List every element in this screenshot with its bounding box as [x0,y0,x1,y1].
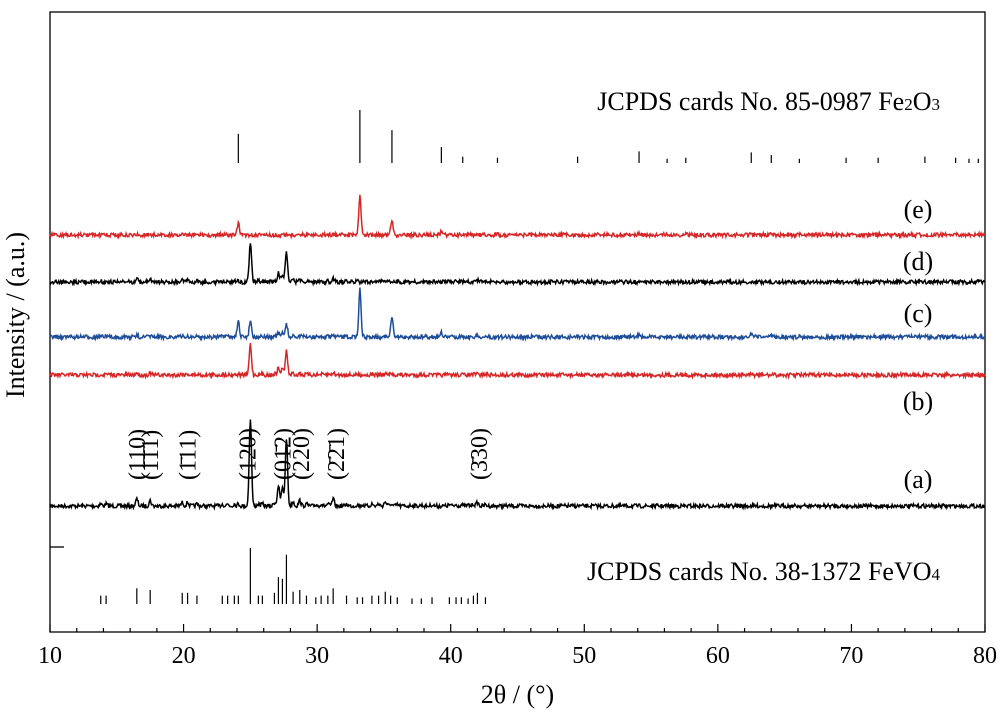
x-tick-label: 80 [973,643,997,669]
x-tick-label: 60 [706,643,730,669]
x-tick-label: 50 [572,643,596,669]
peak-annotation: (1̄11) [176,430,202,480]
x-tick-label: 30 [305,643,329,669]
series-line-b [49,342,986,380]
series-line-c [49,287,986,342]
reference-label-fevo4: JCPDS cards No. 38-1372 FeVO4 [587,557,941,586]
peak-annotation: (120) [236,428,262,480]
series-line-a [49,419,986,511]
plot-frame [49,11,986,633]
peak-annotation: (220) [289,428,315,480]
x-tick-label: 10 [38,643,62,669]
peak-annotation: (2̄2̄1) [324,428,350,480]
series-label: (a) [904,465,933,494]
y-axis-label: Intensity / (a.u.) [1,232,30,398]
peak-annotation: (01̄2) [270,428,296,480]
series-line-d [49,243,986,287]
series-line-e [49,194,986,240]
series-label: (c) [904,299,933,328]
peak-annotation: (1̄1̄1) [138,430,164,480]
reference-label-fe2o3: JCPDS cards No. 85-0987 Fe2O3 [597,87,940,116]
x-tick-label: 40 [439,643,463,669]
reference-fe2o3 [237,110,979,163]
series-label: (d) [903,247,933,276]
series-label: (b) [903,387,933,416]
x-tick-label: 70 [839,643,863,669]
series-label: (e) [904,195,933,224]
x-tick-label: 20 [172,643,196,669]
peak-annotation: (110) [125,429,151,480]
peak-annotation: (3̄30) [467,428,493,480]
x-axis-label: 2θ / (°) [481,680,554,709]
reference-fevo4 [100,548,487,604]
